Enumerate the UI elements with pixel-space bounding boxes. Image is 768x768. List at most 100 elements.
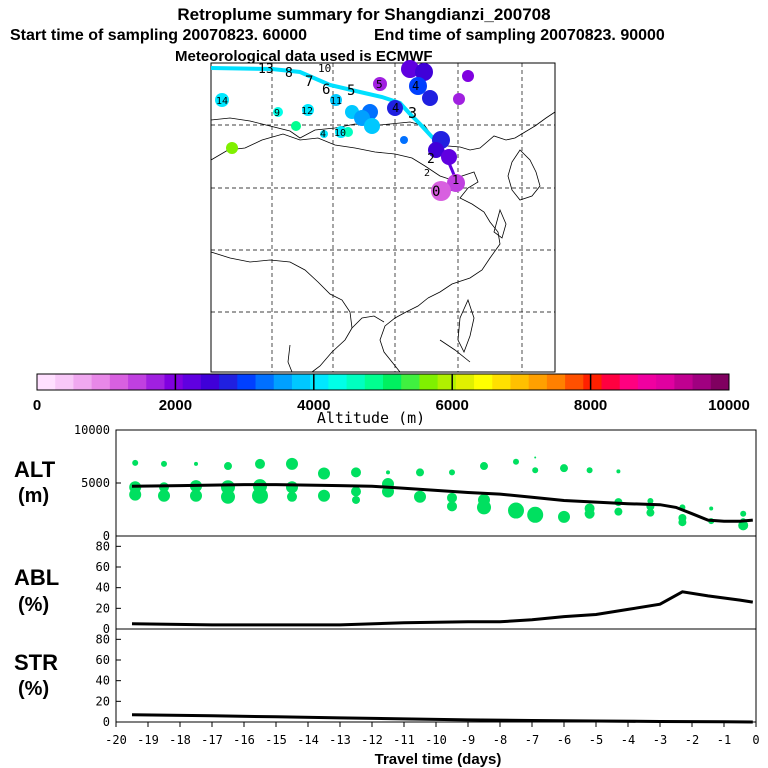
colorbar-swatch	[200, 374, 220, 390]
map-day-label: 5	[347, 83, 355, 99]
alt-plume-dot	[352, 495, 360, 504]
colorbar-swatch	[182, 374, 202, 390]
map-plume-circles	[215, 60, 474, 201]
abl-panel-frame	[115, 535, 757, 630]
alt-plume-dot	[586, 467, 593, 474]
colorbar-swatch	[383, 374, 402, 390]
colorbar-swatch	[128, 374, 147, 390]
map-plume-circle	[453, 93, 465, 105]
y-tick-label: 60	[96, 560, 110, 574]
end-time-label: End time of sampling 20070823. 90000	[374, 27, 665, 44]
colorbar-swatch	[219, 374, 238, 390]
alt-plume-dot	[513, 458, 519, 465]
map-coastlines	[210, 111, 556, 373]
alt-plume-dot	[709, 506, 714, 511]
map-plume-circle	[364, 118, 380, 134]
alt-plume-dot	[414, 490, 426, 503]
alt-plume-dot	[678, 518, 687, 527]
str-y-ticks: 0 20 40 60 80	[96, 632, 121, 729]
alt-plume-dot	[351, 467, 361, 478]
start-time-label: Start time of sampling 20070823. 60000	[10, 27, 307, 44]
figure-title: Retroplume summary for Shangdianzi_20070…	[177, 5, 550, 24]
alt-plume-dots	[129, 456, 749, 531]
alt-plume-dot	[129, 488, 142, 501]
map-plume-circle	[462, 70, 474, 82]
alt-plume-dot	[252, 487, 268, 504]
alt-plume-dot	[616, 469, 621, 474]
colorbar-swatch	[565, 374, 584, 390]
colorbar-swatch	[710, 374, 730, 390]
y-tick-label: 60	[96, 653, 110, 667]
map-plume-circle	[343, 127, 353, 137]
alt-plume-dot	[132, 459, 139, 466]
colorbar-swatch	[674, 374, 694, 390]
str-panel-frame	[115, 628, 757, 723]
map-plume-circle	[215, 93, 229, 107]
colorbar-swatch	[455, 374, 475, 390]
x-tick-label: -20	[105, 733, 127, 747]
alt-plume-dot	[558, 510, 570, 523]
y-tick-label: 5000	[81, 476, 110, 490]
x-tick-label: -17	[201, 733, 223, 747]
colorbar-swatch	[619, 374, 639, 390]
map-day-label: 8	[285, 66, 293, 81]
alt-plume-dot	[386, 470, 390, 475]
x-tick-label: -19	[137, 733, 159, 747]
colorbar-tick-label: 6000	[436, 397, 469, 414]
colorbar-swatch	[419, 374, 439, 390]
abl-panel-unit: (%)	[18, 594, 49, 616]
map-day-label: 4	[392, 101, 399, 115]
map-plume-circle	[415, 63, 433, 81]
x-tick-label: -1	[717, 733, 731, 747]
map-day-label: 13	[258, 62, 274, 77]
alt-plume-dot	[532, 467, 539, 474]
map-plume-circle	[428, 142, 444, 158]
colorbar-tick-label: 4000	[297, 397, 330, 414]
str-panel-label: STR	[14, 650, 58, 675]
map-plume-circle	[330, 94, 342, 106]
map-plume-circle	[422, 90, 438, 106]
x-tick-label: -2	[685, 733, 699, 747]
alt-plume-dot	[584, 508, 595, 519]
colorbar-tick-labels: 0 2000 4000 6000 8000 10000	[33, 397, 750, 414]
map-plume-circle	[447, 174, 465, 192]
map-plume-circle	[409, 77, 427, 95]
alt-panel-label: ALT	[14, 457, 56, 482]
alt-plume-dot	[447, 492, 457, 503]
colorbar-swatch	[273, 374, 293, 390]
colorbar-swatch	[255, 374, 275, 390]
colorbar-swatch	[37, 374, 56, 390]
colorbar-swatch	[310, 374, 329, 390]
alt-plume-dot	[318, 467, 330, 480]
str-panel-unit: (%)	[18, 678, 49, 700]
colorbar-swatch	[583, 374, 603, 390]
y-tick-label: 40	[96, 674, 110, 688]
x-tick-label: 0	[752, 733, 759, 747]
map-plume-circle	[273, 107, 283, 117]
map-plume-circle	[401, 60, 419, 78]
alt-plume-dot	[286, 457, 298, 470]
map-plume-circle	[400, 136, 408, 144]
alt-plume-dot	[477, 500, 491, 515]
x-tick-label: -8	[493, 733, 507, 747]
alt-plume-dot	[647, 498, 654, 505]
alt-y-ticks: 0 5000 10000	[74, 423, 121, 543]
map-day-label: 14	[216, 96, 228, 107]
alt-plume-dot	[508, 502, 524, 519]
map-day-label: 4	[320, 129, 326, 140]
x-tick-label: -9	[461, 733, 475, 747]
y-tick-label: 0	[103, 529, 110, 543]
x-tick-label: -13	[329, 733, 351, 747]
colorbar-swatch	[346, 374, 366, 390]
x-tick-label: -18	[169, 733, 191, 747]
x-axis-label: Travel time (days)	[375, 751, 502, 768]
map-graticule	[211, 63, 555, 372]
colorbar-swatch	[510, 374, 530, 390]
alt-plume-dot	[224, 462, 232, 471]
map-day-label: 6	[322, 82, 330, 98]
map-day-label: 7	[305, 74, 313, 90]
map-plume-circle	[302, 104, 314, 116]
met-data-label: Meteorological data used is ECMWF	[175, 48, 433, 65]
y-tick-label: 80	[96, 539, 110, 553]
map-day-label: 9	[274, 108, 280, 119]
